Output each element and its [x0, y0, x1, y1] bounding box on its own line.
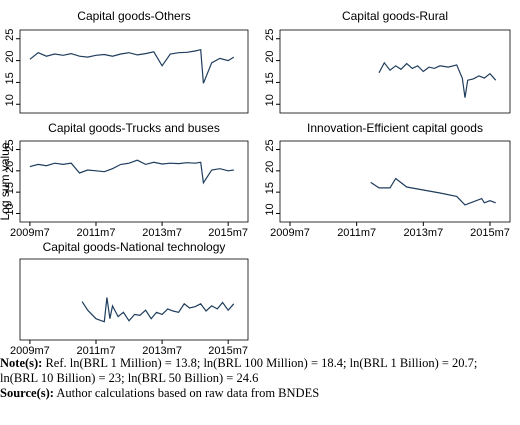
y-tick-label: 20 — [4, 50, 16, 62]
source-label: Source(s): — [0, 386, 54, 400]
series-line — [29, 48, 235, 84]
note-text: Ref. ln(BRL 1 Million) = 13.8; ln(BRL 10… — [0, 356, 478, 385]
series-line — [370, 177, 496, 206]
y-tick-label: 25 — [4, 29, 16, 41]
notes: Note(s): Ref. ln(BRL 1 Million) = 13.8; … — [0, 356, 516, 401]
x-tick-label: 2009m7 — [10, 227, 50, 239]
y-tick-label: 25 — [4, 139, 16, 151]
y-tick-label: 15 — [264, 72, 276, 84]
source-text: Author calculations based on raw data fr… — [56, 386, 320, 400]
x-tick-label: 2011m7 — [337, 227, 376, 239]
y-tick-label: 15 — [4, 182, 16, 194]
y-tick-label: 10 — [4, 203, 16, 215]
x-tick-label: 2009m7 — [10, 345, 50, 356]
y-tick-label: 15 — [4, 72, 16, 84]
x-tick-label: 2013m7 — [142, 227, 182, 239]
panel-title: Innovation-Efficient capital goods — [307, 121, 483, 135]
y-axis-label: Log sum value — [0, 142, 12, 220]
y-tick-label: 25 — [264, 29, 276, 41]
plot-frame — [19, 258, 249, 341]
series-line — [29, 159, 234, 185]
x-tick-label: 2011m7 — [77, 227, 116, 239]
plot-frame — [19, 29, 249, 114]
x-tick-label: 2015m7 — [208, 227, 248, 239]
panel-title: Capital goods-Others — [77, 9, 190, 23]
x-tick-label: 2015m7 — [470, 227, 510, 239]
source: Source(s): Author calculations based on … — [0, 386, 516, 401]
panel-title: Capital goods-National technology — [43, 240, 226, 254]
x-tick-label: 2009m7 — [270, 227, 310, 239]
series-line — [81, 297, 235, 323]
y-tick-label: 20 — [264, 161, 276, 173]
y-tick-label: 10 — [264, 203, 276, 215]
y-tick-label: 20 — [264, 50, 276, 62]
y-tick-label: 20 — [4, 161, 16, 173]
plot-frame — [19, 140, 249, 223]
x-tick-label: 2011m7 — [77, 345, 116, 356]
y-tick-label: 15 — [264, 182, 276, 194]
series-line — [378, 61, 497, 98]
panel-title: Capital goods-Trucks and buses — [48, 121, 220, 135]
plot-frame — [279, 140, 511, 223]
y-tick-label: 10 — [264, 94, 276, 106]
y-tick-label: 25 — [264, 139, 276, 151]
x-tick-label: 2013m7 — [403, 227, 443, 239]
x-tick-label: 2015m7 — [208, 345, 248, 356]
plot-frame — [279, 29, 511, 114]
x-tick-label: 2013m7 — [142, 345, 182, 356]
note-label: Note(s): — [0, 356, 43, 370]
panel-title: Capital goods-Rural — [342, 9, 448, 23]
note: Note(s): Ref. ln(BRL 1 Million) = 13.8; … — [0, 356, 516, 386]
y-tick-label: 10 — [4, 94, 16, 106]
chart: Capital goods-Others 10 15 20 25 Capital good… — [0, 9, 511, 356]
